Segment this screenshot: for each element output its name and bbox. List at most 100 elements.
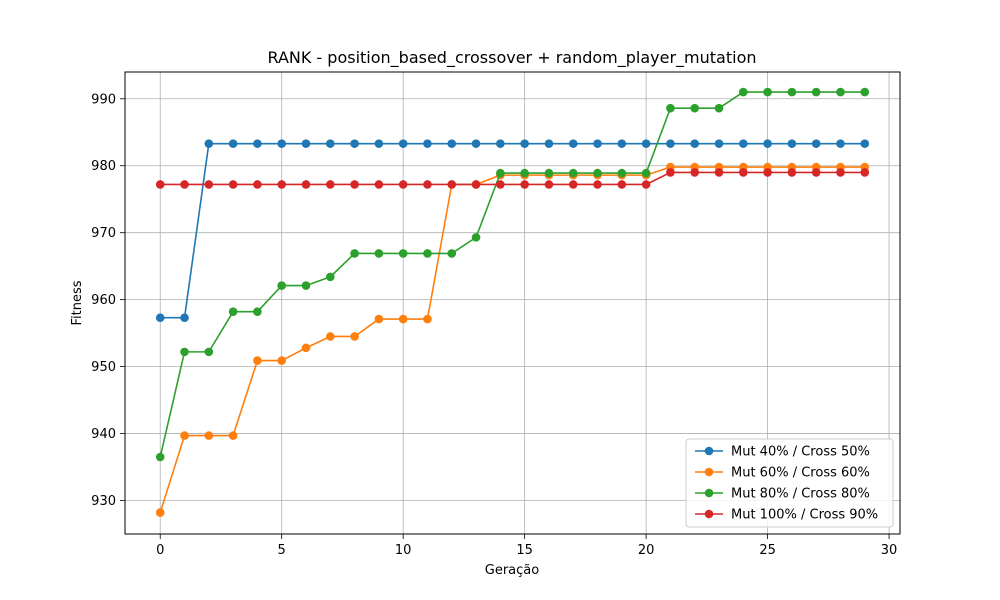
plot-frame	[124, 71, 901, 535]
data-point	[690, 168, 700, 177]
data-point	[811, 87, 821, 97]
series-1	[155, 139, 870, 323]
x-tick-label: 5	[278, 543, 286, 558]
legend-marker	[704, 467, 714, 477]
data-point	[593, 180, 602, 189]
data-point	[520, 168, 529, 178]
data-point	[374, 314, 384, 324]
y-tick-label: 960	[91, 293, 116, 308]
data-point	[155, 180, 165, 189]
y-tick-label: 970	[91, 226, 116, 241]
data-point	[641, 180, 651, 189]
y-tick-label: 930	[91, 494, 116, 509]
data-point	[325, 180, 335, 189]
x-tick-label: 20	[638, 543, 655, 558]
data-point	[738, 168, 748, 177]
data-point	[204, 347, 214, 357]
data-point	[836, 139, 845, 148]
data-point	[860, 139, 870, 148]
y-tick-label: 990	[91, 92, 116, 107]
data-point	[398, 139, 408, 148]
data-point	[714, 103, 724, 113]
data-point	[714, 168, 724, 177]
data-point	[568, 139, 578, 148]
data-point	[811, 168, 821, 177]
y-axis-ticks: 930 940 950 960 970 980 990	[91, 92, 125, 509]
data-point	[471, 139, 481, 148]
data-point	[811, 139, 821, 148]
data-point	[325, 272, 335, 282]
x-axis-ticks: 0 5 10 15 20 25 30	[156, 534, 897, 558]
data-point	[763, 168, 772, 177]
data-point	[374, 180, 384, 189]
y-tick-label: 980	[91, 159, 116, 174]
legend-marker	[704, 446, 714, 456]
legend-label: Mut 60% / Cross 60%	[731, 466, 870, 481]
data-point	[738, 87, 748, 97]
data-point	[593, 139, 602, 148]
legend-item: Mut 40% / Cross 50%	[695, 445, 870, 460]
data-point	[423, 249, 432, 258]
data-point	[204, 139, 214, 148]
data-point	[253, 180, 262, 189]
data-point	[277, 281, 287, 290]
data-point	[155, 452, 165, 462]
data-point	[350, 249, 359, 258]
data-point	[253, 307, 262, 317]
data-point	[301, 281, 311, 290]
data-point	[666, 139, 675, 148]
data-point	[301, 139, 311, 148]
data-point	[228, 431, 238, 440]
data-point	[423, 180, 432, 189]
data-point	[860, 168, 870, 177]
data-point	[155, 508, 165, 517]
data-point	[350, 139, 359, 148]
series-4	[155, 168, 870, 189]
data-point	[836, 87, 845, 97]
data-point	[325, 332, 335, 341]
data-point	[520, 180, 529, 189]
data-point	[204, 431, 214, 440]
legend-item: Mut 60% / Cross 60%	[695, 466, 870, 481]
legend-item: Mut 80% / Cross 80%	[695, 487, 870, 502]
data-point	[277, 139, 287, 148]
data-point	[617, 180, 627, 189]
data-point	[374, 139, 384, 148]
data-point	[641, 168, 651, 178]
data-point	[593, 168, 602, 178]
data-point	[836, 168, 845, 177]
data-point	[350, 332, 359, 341]
data-point	[471, 233, 481, 242]
data-point	[544, 168, 554, 178]
data-point	[568, 180, 578, 189]
data-point	[787, 87, 797, 97]
data-point	[155, 313, 165, 323]
x-tick-label: 25	[759, 543, 776, 558]
x-tick-label: 0	[156, 543, 164, 558]
data-point	[277, 180, 287, 189]
data-point	[544, 139, 554, 148]
data-point	[253, 139, 262, 148]
data-point	[228, 139, 238, 148]
y-tick-label: 950	[91, 360, 116, 375]
data-point	[617, 168, 627, 178]
x-tick-label: 10	[395, 543, 412, 558]
data-point	[520, 139, 529, 148]
data-point	[544, 180, 554, 189]
x-axis-label: Geração	[485, 563, 539, 578]
data-point	[423, 314, 432, 324]
data-point	[860, 87, 870, 97]
data-point	[738, 139, 748, 148]
data-point	[763, 139, 772, 148]
legend-label: Mut 40% / Cross 50%	[731, 445, 870, 460]
data-point	[228, 180, 238, 189]
data-point	[277, 356, 287, 365]
data-point	[374, 249, 384, 258]
data-point	[398, 314, 408, 324]
data-point	[204, 180, 214, 189]
legend-item: Mut 100% / Cross 90%	[695, 508, 878, 523]
data-point	[787, 168, 797, 177]
y-tick-label: 940	[91, 427, 116, 442]
